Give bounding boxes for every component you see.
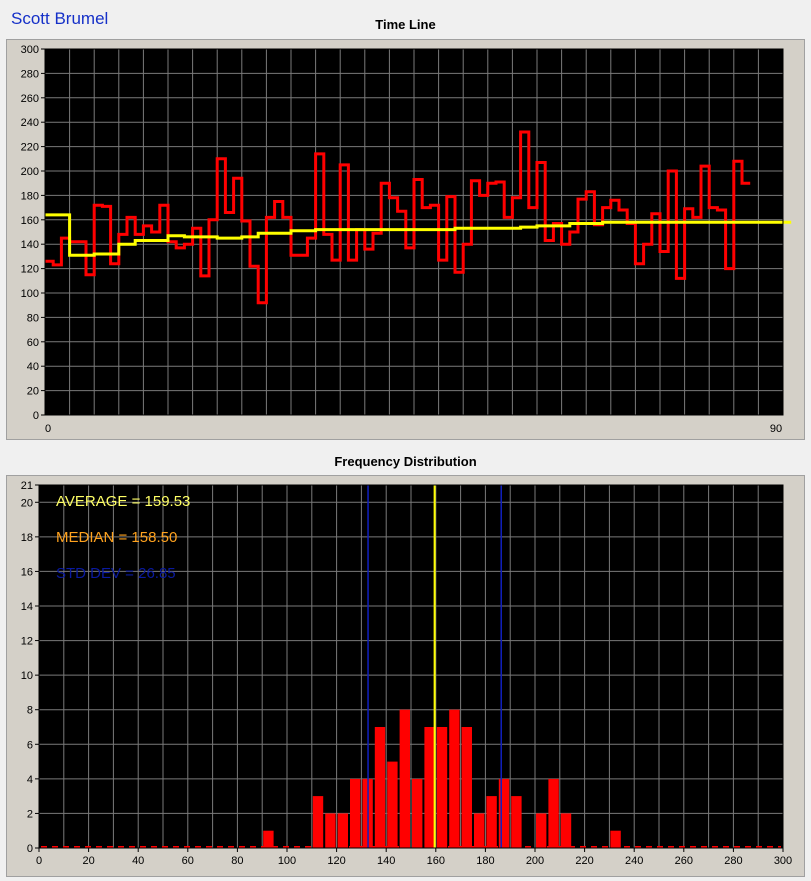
freq-x-tick-label: 0 — [36, 855, 42, 867]
timeline-y-tick-label: 20 — [27, 386, 39, 398]
freq-x-tick-label: 80 — [231, 855, 243, 867]
freq-x-tick-label: 20 — [82, 855, 94, 867]
timeline-y-tick-label: 80 — [27, 312, 39, 324]
freq-y-tick-label: 8 — [27, 705, 33, 717]
freq-annotation: AVERAGE = 159.53 — [56, 493, 190, 510]
freq-x-tick-label: 40 — [132, 855, 144, 867]
freq-bar — [350, 778, 361, 848]
timeline-y-tick-label: 180 — [21, 190, 39, 202]
freq-bar — [536, 813, 547, 848]
timeline-title: Time Line — [375, 17, 436, 32]
freq-bar — [436, 727, 448, 848]
freq-bar — [263, 830, 274, 848]
freq-bar — [560, 813, 572, 848]
freq-y-tick-label: 21 — [21, 480, 33, 492]
freq-y-tick-label: 16 — [21, 566, 33, 578]
timeline-y-tick-label: 240 — [21, 117, 39, 129]
freq-bar — [449, 709, 460, 848]
timeline-y-tick-label: 120 — [21, 264, 39, 276]
timeline-y-tick-label: 200 — [21, 166, 39, 178]
freq-annotation: STD DEV = 26.85 — [56, 565, 176, 582]
freq-y-tick-label: 4 — [27, 774, 33, 786]
freq-bar — [399, 709, 410, 848]
freq-plot-border — [38, 484, 784, 849]
freq-bar — [511, 796, 522, 848]
freq-bar — [337, 813, 348, 848]
freq-bar — [486, 796, 497, 848]
freq-frame: 0 2 4 6 8 10 12 14 16 18 20 21 0 20 40 60 80 100 120 140 160… — [6, 475, 805, 877]
frequency-chart: 0 2 4 6 8 10 12 14 16 18 20 21 0 20 40 60 80 100 120 140 160… — [21, 480, 792, 867]
freq-x-tick-label: 100 — [278, 855, 296, 867]
freq-y-tick-label: 18 — [21, 532, 33, 544]
timeline-y-tick-label: 40 — [27, 361, 39, 373]
freq-x-tick-label: 140 — [377, 855, 395, 867]
freq-bar — [610, 830, 621, 848]
freq-y-tick-label: 10 — [21, 670, 33, 682]
freq-bar — [498, 778, 510, 848]
timeline-series-running-average — [45, 213, 792, 257]
timeline-y-tick-label: 0 — [33, 410, 39, 422]
timeline-y-tick-label: 220 — [21, 142, 39, 154]
freq-bar — [461, 727, 472, 848]
freq-bar — [374, 727, 386, 848]
freq-x-tick-label: 60 — [182, 855, 194, 867]
freq-x-tick-label: 180 — [476, 855, 494, 867]
freq-bar — [412, 778, 423, 848]
freq-bar — [474, 813, 485, 848]
freq-x-tick-label: 220 — [575, 855, 593, 867]
freq-x-tick-label: 240 — [625, 855, 643, 867]
freq-title: Frequency Distribution — [334, 454, 477, 469]
freq-y-tick-label: 14 — [21, 601, 33, 613]
timeline-y-tick-label: 60 — [27, 337, 39, 349]
freq-bar — [387, 761, 398, 848]
timeline-y-tick-label: 100 — [21, 288, 39, 300]
freq-x-tick-label: 200 — [526, 855, 544, 867]
timeline-y-tick-label: 280 — [21, 68, 39, 80]
freq-bar — [548, 778, 559, 848]
freq-x-tick-label: 260 — [675, 855, 693, 867]
freq-x-tick-label: 280 — [724, 855, 742, 867]
timeline-x-tick-label: 90 — [770, 423, 782, 435]
freq-y-tick-label: 12 — [21, 636, 33, 648]
timeline-frame: 0 20 40 60 80 100 120 140 160 180 200 220 240 260 280 3… — [6, 39, 805, 440]
freq-x-tick-label: 120 — [327, 855, 345, 867]
timeline-x-tick-label: 0 — [45, 423, 51, 435]
freq-y-tick-label: 0 — [27, 843, 33, 855]
freq-bar — [424, 727, 435, 848]
freq-y-tick-label: 6 — [27, 739, 33, 751]
freq-x-tick-label: 300 — [774, 855, 792, 867]
freq-x-tick-label: 160 — [427, 855, 445, 867]
freq-bar — [325, 813, 336, 848]
timeline-chart: 0 20 40 60 80 100 120 140 160 180 200 220 240 260 280 3… — [21, 44, 792, 435]
timeline-plot-border — [44, 48, 784, 416]
user-name: Scott Brumel — [11, 9, 109, 28]
timeline-y-tick-label: 160 — [21, 215, 39, 227]
freq-annotation: MEDIAN = 158.50 — [56, 529, 177, 546]
timeline-y-tick-label: 260 — [21, 93, 39, 105]
freq-y-tick-label: 20 — [21, 497, 33, 509]
timeline-y-tick-label: 300 — [21, 44, 39, 56]
timeline-y-tick-label: 140 — [21, 239, 39, 251]
freq-y-tick-label: 2 — [27, 808, 33, 820]
freq-bar — [312, 796, 324, 848]
